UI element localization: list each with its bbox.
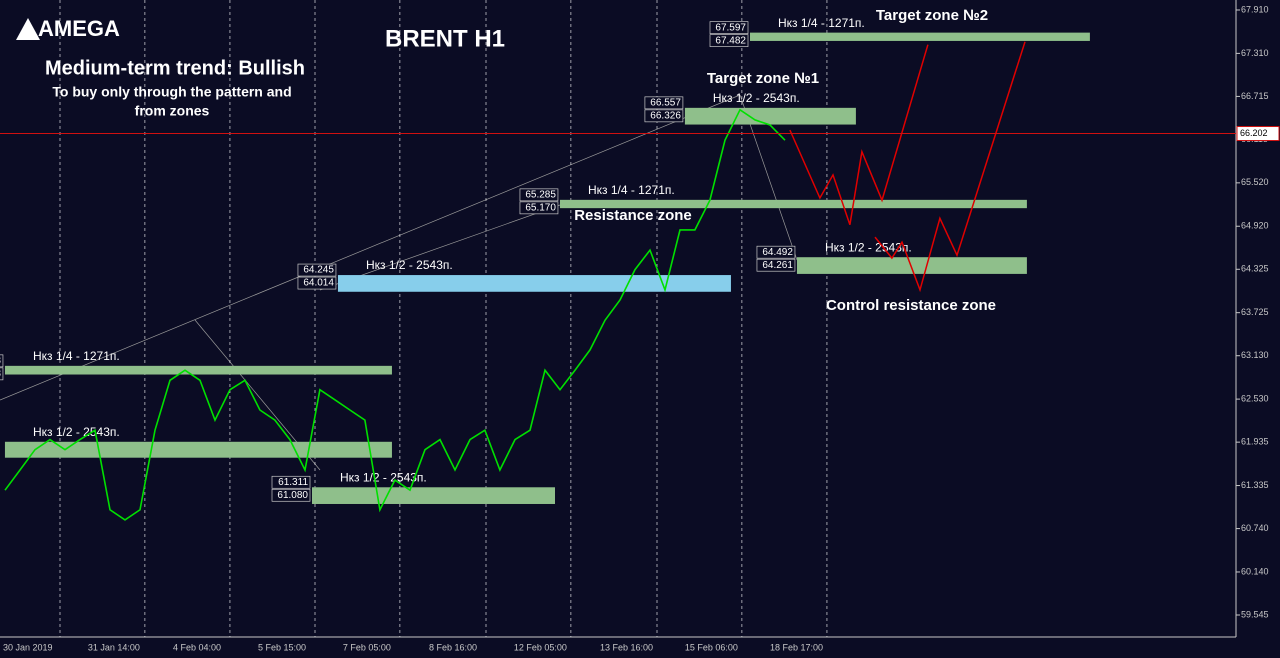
zone	[4, 365, 392, 375]
price-tag-box	[519, 201, 559, 215]
logo: AMEGA	[16, 16, 120, 41]
y-tick-label: 64.920	[1241, 221, 1269, 231]
annotation: Resistance zone	[574, 207, 692, 224]
zone	[4, 441, 392, 458]
y-tick-label: 60.140	[1241, 566, 1269, 576]
price-tag-box	[0, 354, 4, 368]
zone-label: Нкз 1/2 - 2543п.	[340, 470, 427, 484]
y-tick-label: 63.130	[1241, 350, 1269, 360]
annotation: Control resistance zone	[826, 297, 996, 314]
price-tag: 373	[0, 355, 1, 366]
x-tick-label: 12 Feb 05:00	[514, 642, 567, 652]
price-tag: 64.492	[762, 247, 793, 258]
y-tick-label: 62.530	[1241, 393, 1269, 403]
y-tick-label: 63.725	[1241, 307, 1269, 317]
price-tag-box	[297, 276, 337, 290]
zone-label: Нкз 1/4 - 1271п.	[33, 349, 120, 363]
x-tick-label: 18 Feb 17:00	[770, 642, 823, 652]
x-tick-label: 4 Feb 04:00	[173, 642, 221, 652]
annotation: Target zone №1	[707, 70, 819, 87]
price-tag: 66.326	[650, 110, 681, 121]
zone-label: Нкз 1/2 - 2543п.	[825, 240, 912, 254]
zone	[796, 257, 1027, 274]
price-tag-box	[271, 488, 311, 502]
price-tag-box	[271, 475, 311, 489]
current-price-label: 66.202	[1240, 128, 1268, 138]
price-tag: 358	[0, 368, 1, 379]
zone	[312, 487, 555, 504]
price-tag: 66.557	[650, 97, 681, 108]
zone-label: Нкз 1/4 - 1271п.	[588, 183, 675, 197]
y-tick-label: 64.325	[1241, 264, 1269, 274]
price-tag-box	[644, 109, 684, 123]
price-tag: 64.261	[762, 260, 793, 271]
note: from zones	[135, 103, 210, 119]
price-tag: 65.285	[525, 189, 556, 200]
zone	[750, 32, 1090, 41]
zone-label: Нкз 1/4 - 1271п.	[778, 16, 865, 30]
zone-label: Нкз 1/2 - 2543п.	[33, 425, 120, 439]
price-tag: 64.245	[303, 265, 334, 276]
y-tick-label: 61.335	[1241, 480, 1269, 490]
y-tick-label: 59.545	[1241, 609, 1269, 619]
price-tag-box	[297, 263, 337, 277]
y-tick-label: 65.520	[1241, 177, 1269, 187]
forecast-line	[874, 41, 1026, 293]
y-tick-label: 60.740	[1241, 523, 1269, 533]
price-tag: 61.311	[278, 477, 308, 488]
price-tag-box	[519, 188, 559, 202]
x-tick-label: 8 Feb 16:00	[429, 642, 477, 652]
x-tick-label: 15 Feb 06:00	[685, 642, 738, 652]
zone-label: Нкз 1/2 - 2543п.	[713, 91, 800, 105]
zone	[684, 107, 856, 125]
logo-icon	[16, 18, 40, 40]
y-tick-label: 67.910	[1241, 4, 1269, 14]
trend-line	[0, 94, 741, 401]
price-tag-box	[0, 367, 4, 381]
x-tick-label: 13 Feb 16:00	[600, 642, 653, 652]
annotation: Target zone №2	[876, 7, 988, 24]
price-line	[4, 108, 786, 521]
price-tag-box	[756, 245, 796, 259]
subtitle: Medium-term trend: Bullish	[45, 57, 305, 79]
price-tag-box	[644, 96, 684, 110]
logo-text: AMEGA	[38, 16, 120, 41]
price-tag-box	[709, 21, 749, 34]
price-tag: 65.170	[525, 202, 556, 213]
zone	[337, 275, 731, 292]
price-tag: 64.014	[303, 278, 334, 289]
current-price-box	[1236, 126, 1280, 142]
price-tag: 67.482	[715, 35, 746, 46]
price-tag-box	[756, 258, 796, 272]
y-tick-label: 61.935	[1241, 437, 1269, 447]
y-tick-label: 67.310	[1241, 48, 1269, 58]
price-tag: 61.080	[277, 490, 308, 501]
forecast-line	[789, 44, 929, 226]
zone-label: Нкз 1/2 - 2543п.	[366, 258, 453, 272]
price-tag: 67.597	[715, 22, 746, 33]
x-tick-label: 31 Jan 14:00	[88, 642, 140, 652]
x-tick-label: 5 Feb 15:00	[258, 642, 306, 652]
zone	[559, 199, 1027, 209]
note: To buy only through the pattern and	[52, 84, 291, 100]
x-tick-label: 7 Feb 05:00	[343, 642, 391, 652]
x-tick-label: 30 Jan 2019	[3, 642, 53, 652]
chart-title: BRENT H1	[385, 25, 505, 52]
y-tick-label: 66.715	[1241, 91, 1269, 101]
price-tag-box	[709, 34, 749, 47]
